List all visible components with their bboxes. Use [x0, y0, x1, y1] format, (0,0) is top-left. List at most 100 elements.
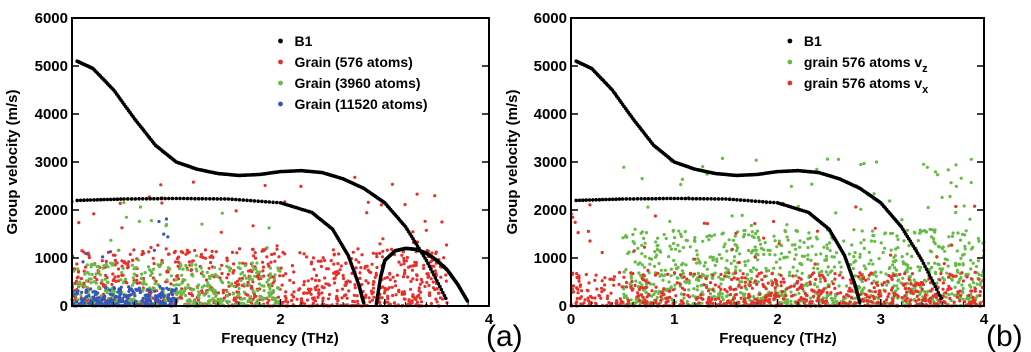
scatter-point	[316, 259, 320, 263]
scatter-point	[866, 277, 871, 281]
scatter-point	[939, 269, 944, 273]
scatter-point	[103, 277, 107, 281]
scatter-point	[342, 294, 347, 298]
scatter-point	[869, 300, 873, 304]
b1-point	[650, 196, 654, 201]
scatter-point	[842, 295, 846, 299]
scatter-point	[266, 278, 271, 282]
scatter-point	[837, 260, 842, 264]
scatter-point	[418, 296, 422, 300]
scatter-point	[370, 298, 374, 302]
scatter-point	[755, 229, 760, 233]
scatter-point	[320, 291, 324, 295]
scatter-point	[344, 261, 348, 265]
scatter-point	[193, 300, 198, 304]
scatter-point	[634, 279, 638, 283]
scatter-point	[111, 278, 115, 283]
scatter-point	[152, 262, 156, 266]
scatter-point	[909, 282, 913, 286]
scatter-point	[654, 289, 658, 294]
scatter-point	[331, 248, 335, 252]
scatter-point	[933, 261, 937, 265]
b1-point	[716, 197, 721, 201]
scatter-point	[275, 244, 279, 248]
b1-point	[435, 279, 439, 283]
y-tick-label: 5000	[35, 58, 68, 75]
scatter-point	[153, 294, 158, 298]
scatter-point	[359, 266, 363, 270]
scatter-point	[717, 285, 721, 289]
scatter-point	[969, 285, 973, 289]
scatter-point	[887, 292, 891, 296]
scatter-point	[743, 280, 748, 284]
scatter-point	[140, 252, 144, 257]
scatter-point	[199, 252, 204, 257]
scatter-point	[673, 236, 677, 240]
scatter-point	[781, 290, 785, 294]
b1-point	[267, 200, 272, 204]
scatter-point	[585, 288, 589, 292]
scatter-point	[329, 259, 333, 263]
scatter-point	[805, 293, 809, 298]
y-axis-label-b: Group velocity (m/s)	[504, 89, 521, 234]
scatter-point	[227, 300, 231, 304]
scatter-point	[772, 266, 776, 270]
scatter-point	[695, 296, 699, 300]
scatter-point	[754, 232, 758, 236]
scatter-point	[220, 211, 224, 215]
scatter-point	[728, 300, 732, 304]
scatter-point	[814, 277, 818, 281]
b1-point	[167, 196, 171, 201]
scatter-point	[774, 291, 778, 295]
scatter-point	[130, 288, 134, 292]
scatter-point	[402, 256, 406, 260]
scatter-point	[219, 297, 223, 301]
b1-point	[639, 197, 643, 201]
scatter-point	[600, 279, 604, 283]
scatter-point	[828, 249, 832, 253]
scatter-point	[311, 301, 315, 305]
scatter-point	[219, 302, 223, 306]
scatter-point	[605, 297, 610, 301]
scatter-point	[164, 217, 168, 221]
scatter-point	[892, 255, 896, 259]
scatter-point	[830, 269, 834, 273]
scatter-point	[808, 296, 813, 300]
scatter-point	[216, 298, 220, 302]
scatter-point	[76, 282, 80, 286]
scatter-point	[185, 299, 189, 303]
scatter-point	[620, 285, 624, 289]
scatter-point	[971, 281, 976, 285]
scatter-point	[157, 219, 161, 224]
scatter-point	[104, 262, 108, 266]
scatter-point	[314, 278, 318, 282]
scatter-point	[85, 263, 89, 267]
scatter-point	[971, 245, 975, 249]
scatter-point	[160, 261, 164, 265]
scatter-point	[635, 295, 639, 299]
scatter-point	[754, 158, 758, 162]
scatter-point	[870, 229, 875, 233]
scatter-point	[184, 263, 188, 268]
b1-point	[587, 198, 592, 202]
scatter-point	[89, 287, 93, 291]
scatter-point	[793, 257, 797, 261]
scatter-point	[826, 273, 830, 277]
scatter-point	[919, 265, 923, 269]
scatter-point	[240, 297, 244, 301]
scatter-point	[639, 274, 643, 278]
scatter-point	[949, 181, 953, 185]
scatter-point	[933, 230, 937, 234]
scatter-point	[156, 263, 160, 267]
b1-point	[441, 290, 445, 295]
scatter-point	[872, 271, 876, 275]
scatter-point	[784, 294, 788, 298]
scatter-point	[756, 235, 760, 240]
scatter-point	[725, 249, 729, 253]
scatter-point	[858, 271, 862, 275]
scatter-point	[151, 296, 155, 300]
scatter-point	[141, 296, 145, 300]
scatter-point	[650, 257, 654, 261]
scatter-point	[403, 292, 407, 296]
scatter-point	[947, 293, 951, 297]
